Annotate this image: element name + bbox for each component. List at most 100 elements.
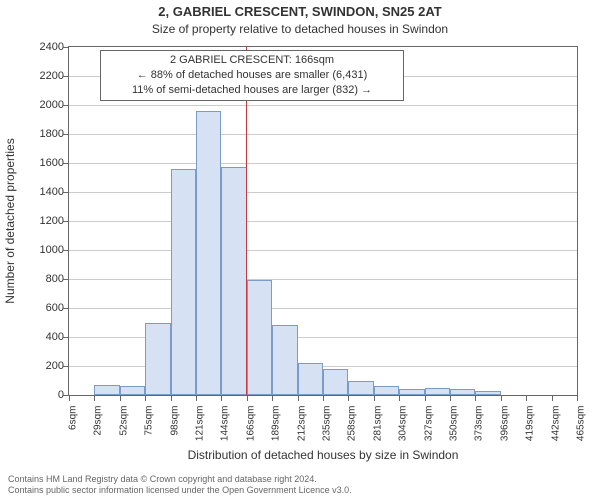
histogram-bar xyxy=(171,169,196,395)
x-tick-label: 166sqm xyxy=(245,406,256,442)
x-tick-mark xyxy=(348,396,349,401)
annotation-line: ← 88% of detached houses are smaller (6,… xyxy=(107,68,397,83)
x-tick-mark xyxy=(272,396,273,401)
x-tick-mark xyxy=(221,396,222,401)
x-tick-label: 281sqm xyxy=(372,406,383,442)
x-tick-label: 121sqm xyxy=(195,406,206,442)
x-tick-mark xyxy=(247,396,248,401)
x-tick-label: 373sqm xyxy=(474,406,485,442)
annotation-box: 2 GABRIEL CRESCENT: 166sqm← 88% of detac… xyxy=(100,50,404,101)
histogram-bar xyxy=(272,325,297,395)
histogram-bar xyxy=(348,381,373,396)
x-tick-mark xyxy=(94,396,95,401)
y-tick-label: 600 xyxy=(4,302,64,314)
gridline xyxy=(69,163,577,164)
footer-line-1: Contains HM Land Registry data © Crown c… xyxy=(8,474,352,485)
y-tick-label: 1600 xyxy=(4,157,64,169)
x-tick-label: 98sqm xyxy=(169,406,180,436)
x-tick-mark xyxy=(374,396,375,401)
gridline xyxy=(69,279,577,280)
y-tick-label: 1800 xyxy=(4,128,64,140)
histogram-bar xyxy=(475,391,500,395)
y-tick-mark xyxy=(63,250,68,251)
x-tick-label: 419sqm xyxy=(525,406,536,442)
x-tick-mark xyxy=(526,396,527,401)
y-tick-mark xyxy=(63,105,68,106)
x-tick-label: 6sqm xyxy=(68,406,79,430)
x-tick-label: 235sqm xyxy=(322,406,333,442)
x-tick-mark xyxy=(145,396,146,401)
x-tick-mark xyxy=(501,396,502,401)
x-tick-mark xyxy=(298,396,299,401)
y-tick-label: 2400 xyxy=(4,41,64,53)
x-tick-label: 258sqm xyxy=(347,406,358,442)
y-tick-mark xyxy=(63,47,68,48)
x-tick-mark xyxy=(399,396,400,401)
footer-line-2: Contains public sector information licen… xyxy=(8,485,352,496)
y-tick-mark xyxy=(63,163,68,164)
gridline xyxy=(69,134,577,135)
x-tick-label: 442sqm xyxy=(550,406,561,442)
y-tick-label: 800 xyxy=(4,273,64,285)
x-tick-mark xyxy=(69,396,70,401)
y-tick-label: 200 xyxy=(4,360,64,372)
y-tick-label: 2200 xyxy=(4,70,64,82)
y-tick-label: 1400 xyxy=(4,186,64,198)
histogram-bar xyxy=(323,369,348,395)
y-tick-mark xyxy=(63,395,68,396)
annotation-line: 11% of semi-detached houses are larger (… xyxy=(107,83,397,98)
y-tick-label: 1200 xyxy=(4,215,64,227)
x-tick-label: 189sqm xyxy=(271,406,282,442)
x-tick-label: 144sqm xyxy=(220,406,231,442)
gridline xyxy=(69,221,577,222)
x-tick-mark xyxy=(120,396,121,401)
y-tick-mark xyxy=(63,134,68,135)
histogram-bar xyxy=(221,167,246,395)
x-tick-label: 465sqm xyxy=(576,406,587,442)
y-tick-mark xyxy=(63,221,68,222)
x-axis-label: Distribution of detached houses by size … xyxy=(68,448,578,462)
x-tick-mark xyxy=(475,396,476,401)
histogram-bar xyxy=(247,280,272,395)
x-tick-label: 212sqm xyxy=(296,406,307,442)
chart-title-main: 2, GABRIEL CRESCENT, SWINDON, SN25 2AT xyxy=(0,4,600,19)
chart-container: 2, GABRIEL CRESCENT, SWINDON, SN25 2AT S… xyxy=(0,0,600,500)
x-tick-mark xyxy=(450,396,451,401)
histogram-bar xyxy=(94,385,119,395)
chart-title-sub: Size of property relative to detached ho… xyxy=(0,22,600,36)
y-tick-label: 1000 xyxy=(4,244,64,256)
y-tick-label: 0 xyxy=(4,389,64,401)
x-tick-mark xyxy=(196,396,197,401)
histogram-bar xyxy=(120,386,145,395)
x-tick-label: 396sqm xyxy=(499,406,510,442)
x-tick-label: 52sqm xyxy=(118,406,129,436)
gridline xyxy=(69,308,577,309)
x-tick-label: 350sqm xyxy=(449,406,460,442)
x-tick-label: 29sqm xyxy=(93,406,104,436)
annotation-line: 2 GABRIEL CRESCENT: 166sqm xyxy=(107,53,397,68)
histogram-bar xyxy=(374,386,399,395)
x-tick-label: 327sqm xyxy=(423,406,434,442)
x-tick-mark xyxy=(425,396,426,401)
histogram-bar xyxy=(450,389,475,395)
y-tick-mark xyxy=(63,76,68,77)
gridline xyxy=(69,192,577,193)
y-tick-mark xyxy=(63,279,68,280)
x-tick-label: 75sqm xyxy=(144,406,155,436)
x-tick-label: 304sqm xyxy=(398,406,409,442)
histogram-bar xyxy=(399,389,424,395)
histogram-bar xyxy=(298,363,323,395)
y-tick-label: 400 xyxy=(4,331,64,343)
histogram-bar xyxy=(145,323,170,396)
x-tick-mark xyxy=(171,396,172,401)
histogram-bar xyxy=(425,388,450,395)
gridline xyxy=(69,105,577,106)
y-tick-label: 2000 xyxy=(4,99,64,111)
y-tick-mark xyxy=(63,192,68,193)
x-tick-mark xyxy=(552,396,553,401)
histogram-bar xyxy=(196,111,221,395)
gridline xyxy=(69,250,577,251)
footer-attribution: Contains HM Land Registry data © Crown c… xyxy=(8,474,352,496)
y-tick-mark xyxy=(63,366,68,367)
y-tick-mark xyxy=(63,337,68,338)
